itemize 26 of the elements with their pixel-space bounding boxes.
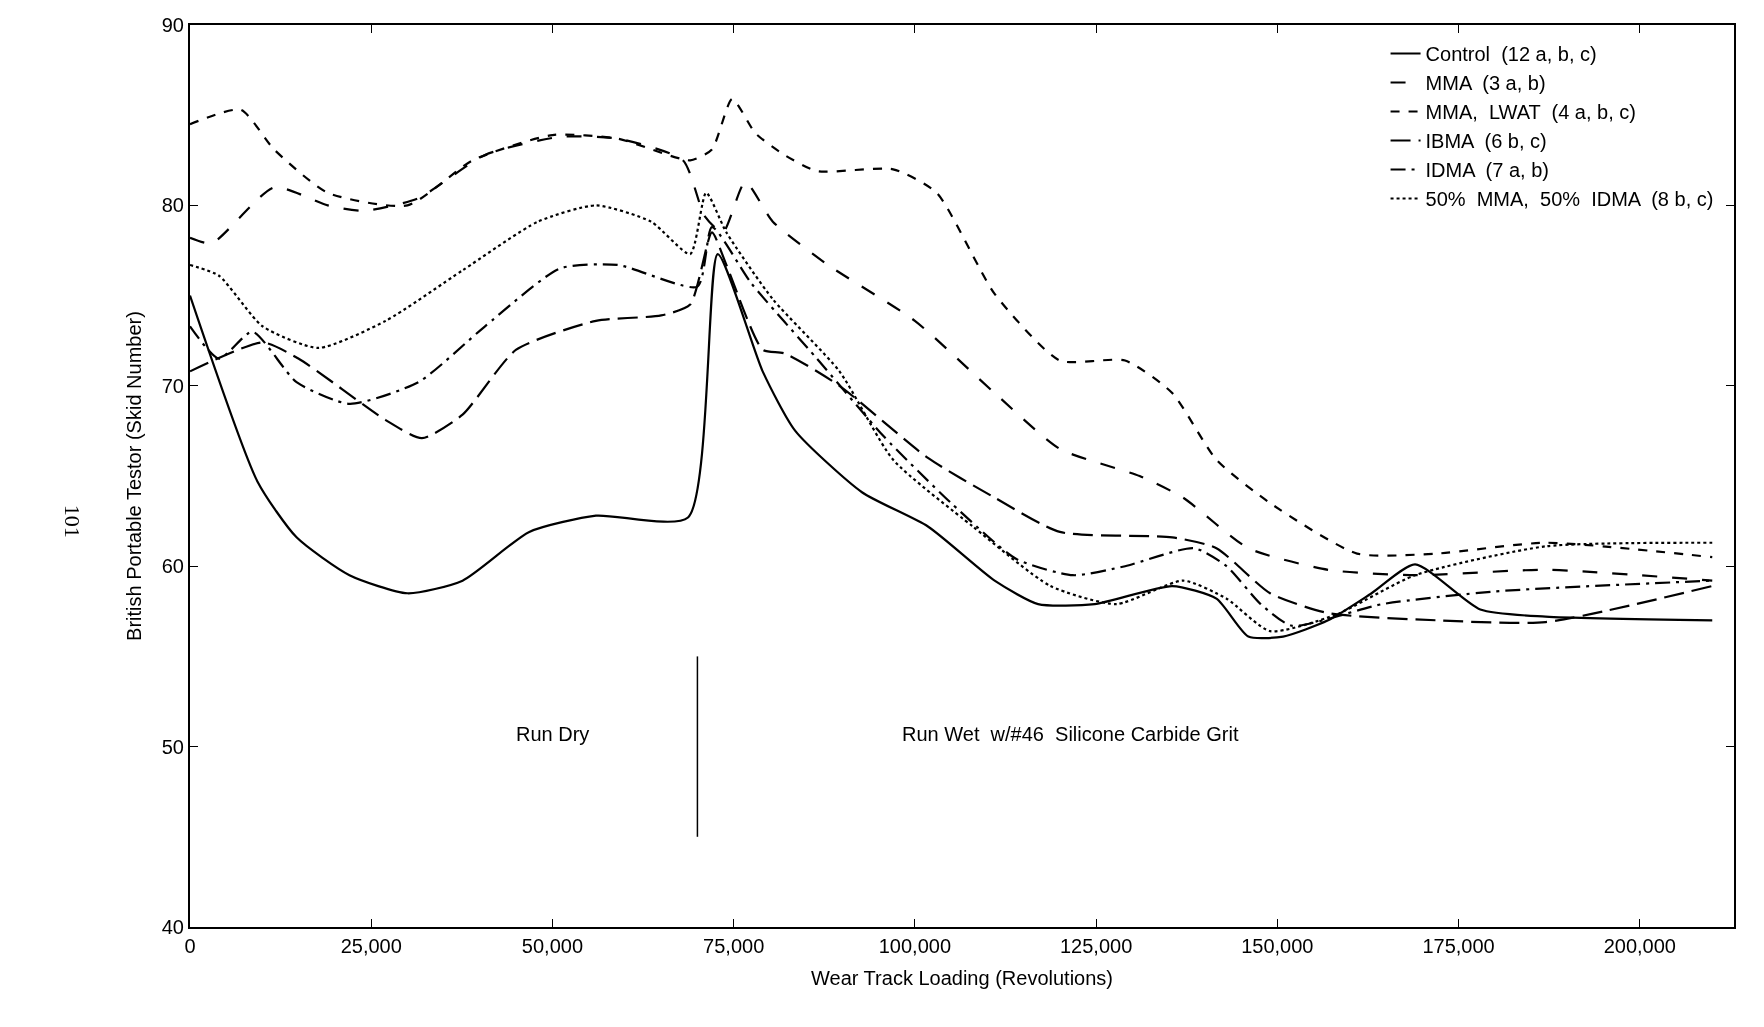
x-tick-label: 75,000 [703,935,765,957]
x-tick-label: 150,000 [1241,935,1314,957]
x-tick-label: 0 [184,935,196,957]
y-tick-label: 80 [161,194,184,217]
legend-label: 50% MMA, 50% IDMA (8 b, c) [1425,188,1714,211]
legend-label: MMA (3 a, b) [1425,72,1546,95]
legend-label: IDMA (7 a, b) [1425,159,1549,182]
text: 101 [60,504,86,538]
y-tick-label: 90 [161,14,184,36]
annotation: Run Wet w/#46 Silicone Carbide Grit [902,723,1239,745]
legend-label: Control (12 a, b, c) [1425,43,1597,66]
x-tick-label: 175,000 [1422,935,1495,957]
x-tick-label: 125,000 [1059,935,1133,957]
y-tick-label: 40 [161,916,184,938]
x-tick-label: 100,000 [878,935,952,957]
y-axis-title: British Portable Testor (Skid Number) [122,311,145,641]
legend-label: IBMA (6 b, c) [1425,130,1547,153]
x-axis-title: Wear Track Loading (Revolutions) [811,967,1113,989]
legend-label: MMA, LWAT (4 a, b, c) [1425,101,1636,124]
x-tick-label: 50,000 [521,935,584,957]
x-tick-label: 200,000 [1603,935,1676,957]
y-tick-label: 70 [161,374,184,397]
annotation: Run Dry [516,723,590,745]
x-tick-label: 25,000 [340,935,402,957]
y-tick-label: 50 [161,735,184,758]
y-tick-label: 60 [161,555,184,578]
